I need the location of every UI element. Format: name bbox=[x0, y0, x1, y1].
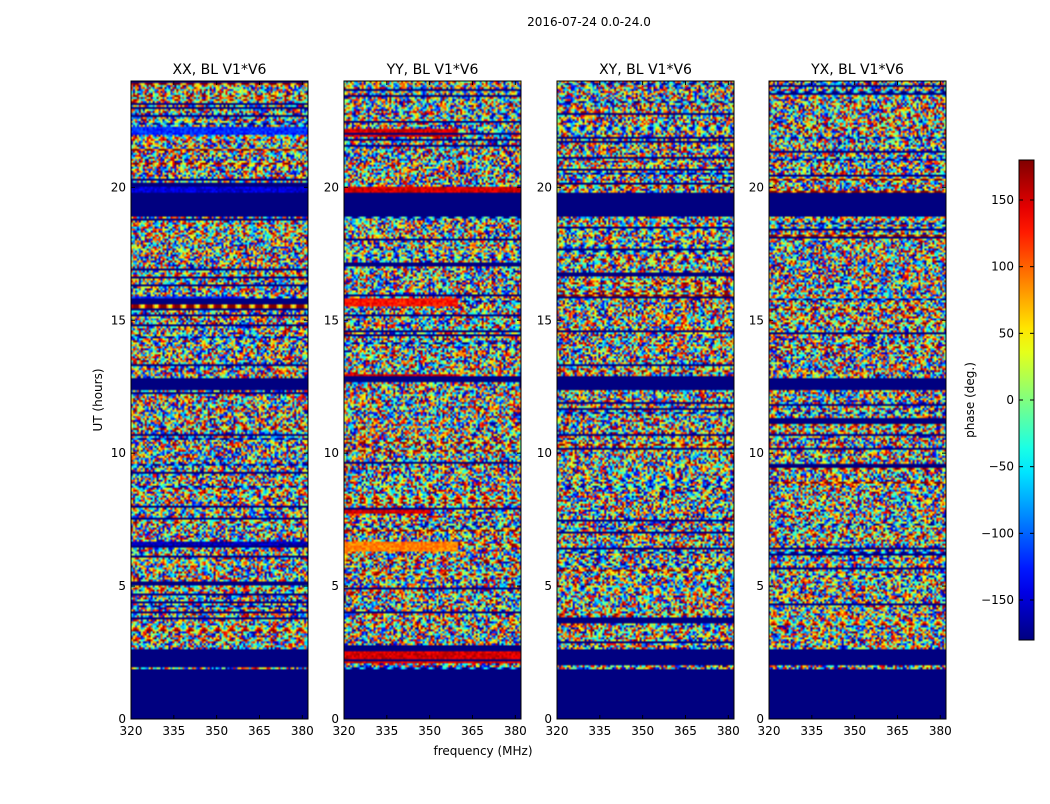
x-tick-label: 350 bbox=[205, 724, 228, 738]
panel-2: YY, BL V1*V6 320 335 350 365 380 0 5 10 15 20 bbox=[324, 62, 527, 738]
panel-3-phase-image bbox=[557, 81, 734, 719]
panel-3-title: XY, BL V1*V6 bbox=[599, 62, 692, 78]
panel-1-frame bbox=[130, 80, 309, 720]
panel-3: XY, BL V1*V6 320 335 350 365 380 0 5 10 15 20 bbox=[537, 62, 740, 738]
x-tick-label: 365 bbox=[461, 724, 484, 738]
colorbar-label: phase (deg.) bbox=[963, 362, 977, 438]
panel-1-phase-image bbox=[131, 81, 308, 719]
x-tick-label: 320 bbox=[758, 724, 781, 738]
x-tick-label: 335 bbox=[588, 724, 611, 738]
panel-4: YX, BL V1*V6 320 335 350 365 380 0 5 10 15 20 bbox=[749, 62, 952, 738]
colorbar-tick-label: −100 bbox=[981, 526, 1014, 540]
x-axis-label: frequency (MHz) bbox=[433, 744, 532, 758]
panel-2-frame bbox=[343, 80, 522, 720]
x-tick-label: 335 bbox=[162, 724, 185, 738]
y-tick-label: 0 bbox=[331, 712, 339, 726]
y-tick-label: 15 bbox=[324, 313, 339, 327]
x-tick-label: 380 bbox=[929, 724, 952, 738]
panel-3-frame bbox=[556, 80, 735, 720]
panel-4-title: YX, BL V1*V6 bbox=[810, 62, 904, 78]
x-tick-label: 380 bbox=[504, 724, 527, 738]
colorbar-tick-label: 50 bbox=[999, 326, 1014, 340]
y-tick-label: 5 bbox=[331, 579, 339, 593]
panel-4-phase-image bbox=[769, 81, 946, 719]
x-tick-label: 365 bbox=[674, 724, 697, 738]
x-tick-label: 365 bbox=[248, 724, 271, 738]
x-tick-label: 365 bbox=[886, 724, 909, 738]
panel-1: XX, BL V1*V6 320 335 350 365 380 0 5 10 15 20 bbox=[111, 62, 314, 738]
x-tick-label: 350 bbox=[843, 724, 866, 738]
y-tick-label: 20 bbox=[111, 180, 126, 194]
colorbar-tick-label: 0 bbox=[1006, 393, 1014, 407]
panel-1-title: XX, BL V1*V6 bbox=[173, 62, 267, 78]
y-tick-label: 0 bbox=[544, 712, 552, 726]
y-tick-label: 5 bbox=[118, 579, 126, 593]
colorbar-tick-label: −50 bbox=[989, 460, 1014, 474]
x-tick-label: 320 bbox=[546, 724, 569, 738]
y-tick-label: 20 bbox=[749, 180, 764, 194]
y-tick-label: 20 bbox=[537, 180, 552, 194]
y-tick-label: 5 bbox=[544, 579, 552, 593]
y-tick-label: 10 bbox=[111, 446, 126, 460]
y-tick-label: 10 bbox=[537, 446, 552, 460]
x-tick-label: 380 bbox=[291, 724, 314, 738]
colorbar: −150 −100 −50 0 50 100 150 bbox=[981, 159, 1035, 641]
x-tick-label: 335 bbox=[800, 724, 823, 738]
y-tick-label: 0 bbox=[756, 712, 764, 726]
panel-4-frame bbox=[768, 80, 947, 720]
colorbar-tick-label: 150 bbox=[991, 193, 1014, 207]
y-tick-label: 5 bbox=[756, 579, 764, 593]
x-tick-label: 335 bbox=[375, 724, 398, 738]
x-tick-label: 350 bbox=[631, 724, 654, 738]
y-tick-label: 10 bbox=[324, 446, 339, 460]
y-axis-label: UT (hours) bbox=[91, 368, 105, 431]
figure-title: 2016-07-24 0.0-24.0 bbox=[527, 15, 651, 29]
x-tick-label: 350 bbox=[418, 724, 441, 738]
y-tick-label: 0 bbox=[118, 712, 126, 726]
colorbar-tick-label: −150 bbox=[981, 593, 1014, 607]
x-tick-label: 380 bbox=[717, 724, 740, 738]
panel-2-title: YY, BL V1*V6 bbox=[386, 62, 479, 78]
y-tick-label: 20 bbox=[324, 180, 339, 194]
y-tick-label: 15 bbox=[749, 313, 764, 327]
y-tick-label: 15 bbox=[111, 313, 126, 327]
y-tick-label: 15 bbox=[537, 313, 552, 327]
colorbar-tick-label: 100 bbox=[991, 260, 1014, 274]
x-tick-label: 320 bbox=[333, 724, 356, 738]
y-tick-label: 10 bbox=[749, 446, 764, 460]
x-tick-label: 320 bbox=[120, 724, 143, 738]
panel-2-phase-image bbox=[344, 81, 521, 719]
